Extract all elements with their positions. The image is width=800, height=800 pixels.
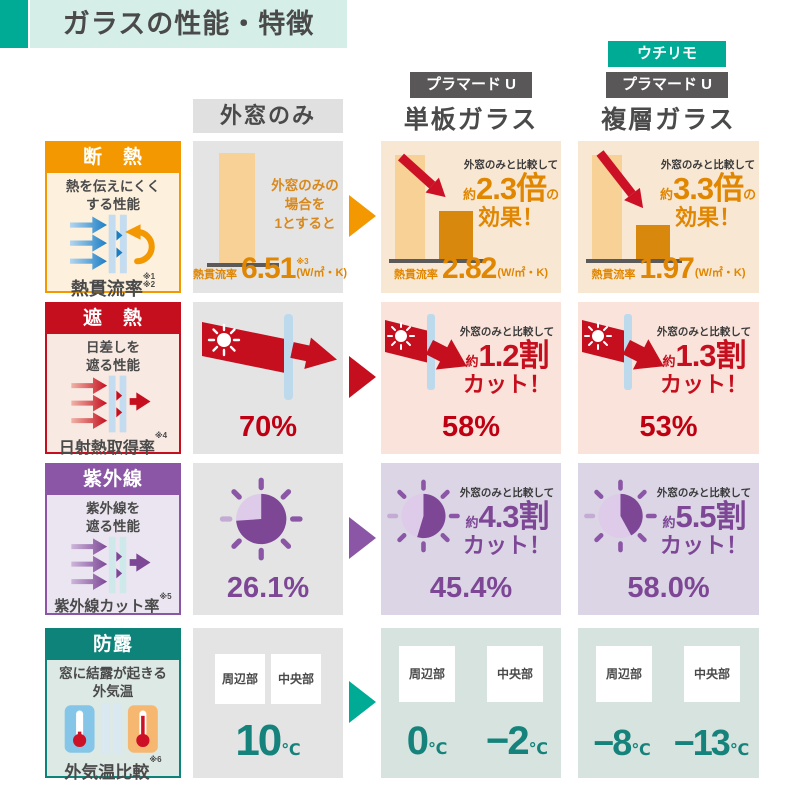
effect-multiplier: 2.3倍 [476, 171, 547, 206]
bar-chart-single-icon [389, 153, 485, 263]
uv-arrows-icon [71, 536, 151, 594]
category-condensation: 防露 窓に結露が起きる 外気温 外気温比較 ※6 [45, 628, 181, 782]
sun-deflect-icon [385, 314, 467, 390]
effect-multiplier: 3.3倍 [673, 171, 744, 206]
compare-label: 外窓のみと比較して [459, 487, 555, 499]
center-label-box: 中央部 [271, 654, 321, 704]
temp-single-center: −2℃ [486, 719, 548, 763]
cell-insulation-base: 外窓のみの 場合を 1とすると 熱貫流率 6.51 ※3 (W/㎡・K) [193, 141, 348, 293]
flow-arrow-icon [349, 517, 376, 559]
uv-cut-single-value: 45.4% [429, 572, 513, 604]
column-header-single-glass: 単板ガラス [403, 106, 539, 134]
solar-gain-base-value: 70% [238, 411, 298, 443]
edge-label-box: 周辺部 [399, 646, 455, 702]
u-value-base: 熱貫流率 6.51 ※3 (W/㎡・K) [193, 252, 348, 285]
shading-arrows-icon [71, 375, 151, 433]
cell-shading-single: 外窓のみと比較して 約1.2割 カット！ 58% [381, 302, 561, 454]
title-accent-square [0, 0, 28, 48]
compare-label: 外窓のみと比較して [660, 159, 756, 171]
cell-condensation-single: 周辺部 中央部 0℃ −2℃ [381, 628, 561, 778]
center-label-box: 中央部 [487, 646, 543, 702]
category-insulation-label: 断 熱 [47, 143, 179, 173]
flow-arrow-icon [349, 195, 376, 237]
compare-label: 外窓のみと比較して [463, 159, 559, 171]
cut-ratio: 5.5割 [675, 499, 746, 534]
category-condensation-desc: 窓に結露が起きる [59, 666, 167, 681]
cut-ratio: 4.3割 [478, 499, 549, 534]
column-header-double-glass: 複層ガラス [601, 106, 736, 134]
uv-sun-pie-icon [584, 479, 657, 553]
insulation-arrows-icon [69, 214, 155, 274]
uv-cut-double-value: 58.0% [627, 572, 710, 604]
flow-arrow-icon [349, 356, 376, 398]
category-insulation-desc: 熱を伝えにくく [65, 179, 161, 194]
temp-single-edge: 0℃ [406, 719, 448, 763]
cut-ratio: 1.2割 [478, 338, 549, 373]
cell-uv-base: 26.1% [193, 463, 343, 615]
uv-sun-pie-icon [387, 479, 460, 553]
compare-label: 外窓のみと比較して [656, 326, 752, 338]
cell-shading-base: 70% [193, 302, 343, 454]
column-header-outer-only: 外窓のみ [193, 99, 343, 133]
cell-insulation-single: 外窓のみと比較して 約2.3倍の 効果！ 熱貫流率 2.82 (W/㎡・K) [381, 141, 561, 293]
cut-ratio: 1.3割 [675, 338, 746, 373]
bar-chart-double-icon [586, 150, 682, 263]
cell-condensation-double: 周辺部 中央部 −8℃ −13℃ [578, 628, 759, 778]
compare-label: 外窓のみと比較して [656, 487, 752, 499]
u-value-single: 熱貫流率 2.82 (W/㎡・K) [393, 252, 549, 285]
solar-gain-single-value: 58% [441, 411, 501, 443]
edge-label-box: 周辺部 [215, 654, 265, 704]
solar-gain-double-value: 53% [639, 411, 698, 443]
center-label-box: 中央部 [684, 646, 740, 702]
uv-cut-base-value: 26.1% [226, 572, 310, 604]
u-value-double: 熱貫流率 1.97 (W/㎡・K) [591, 252, 746, 285]
cell-uv-double: 外窓のみと比較して 約5.5割 カット！ 58.0% [578, 463, 759, 615]
sun-deflect-icon [582, 314, 664, 390]
category-insulation: 断 熱 熱を伝えにくく する性能 熱貫流率 ※1 ※2 [45, 141, 181, 299]
compare-label: 外窓のみと比較して [459, 326, 555, 338]
category-condensation-label: 防露 [47, 630, 179, 660]
sun-through-glass-icon [202, 314, 337, 400]
category-shading-label: 遮 熱 [47, 304, 179, 334]
category-uv-label: 紫外線 [47, 465, 179, 495]
category-shading-desc: 日差しを [86, 340, 140, 355]
badge-plamard-u-single: プラマード U [410, 72, 532, 98]
badge-plamard-u-double: プラマード U [606, 72, 728, 98]
edge-label-box: 周辺部 [596, 646, 652, 702]
cell-shading-double: 外窓のみと比較して 約1.3割 カット！ 53% [578, 302, 759, 454]
metric-u-value-label: 熱貫流率 [70, 279, 143, 300]
uv-sun-pie-icon [219, 477, 303, 561]
temp-base: 10℃ [235, 716, 301, 765]
cell-insulation-double: 外窓のみと比較して 約3.3倍の 効果！ 熱貫流率 1.97 (W/㎡・K) [578, 141, 759, 293]
temp-double-edge: −8℃ [593, 722, 651, 763]
base-note: 外窓のみの [271, 178, 339, 193]
temp-double-center: −13℃ [673, 722, 750, 763]
flow-arrow-icon [349, 681, 376, 723]
cell-condensation-base: 周辺部 中央部 10℃ [193, 628, 343, 778]
metric-outdoor-temp-label: 外気温比較 [64, 763, 150, 783]
category-uv: 紫外線 紫外線を 遮る性能 紫外線カット率 ※5 [45, 463, 181, 615]
metric-uv-cut-label: 紫外線カット率 [54, 598, 160, 616]
category-shading: 遮 熱 日差しを 遮る性能 日射熱取得率 ※4 [45, 302, 181, 458]
cell-uv-single: 外窓のみと比較して 約4.3割 カット！ 45.4% [381, 463, 561, 615]
thermometers-icon [64, 703, 158, 755]
badge-uchirimo: ウチリモ [608, 41, 726, 67]
bar-chart-base-icon [207, 153, 279, 267]
metric-solar-gain-label: 日射熱取得率 [58, 440, 155, 458]
page-title: ガラスの性能・特徴 [30, 0, 347, 48]
category-uv-desc: 紫外線を [86, 501, 140, 516]
